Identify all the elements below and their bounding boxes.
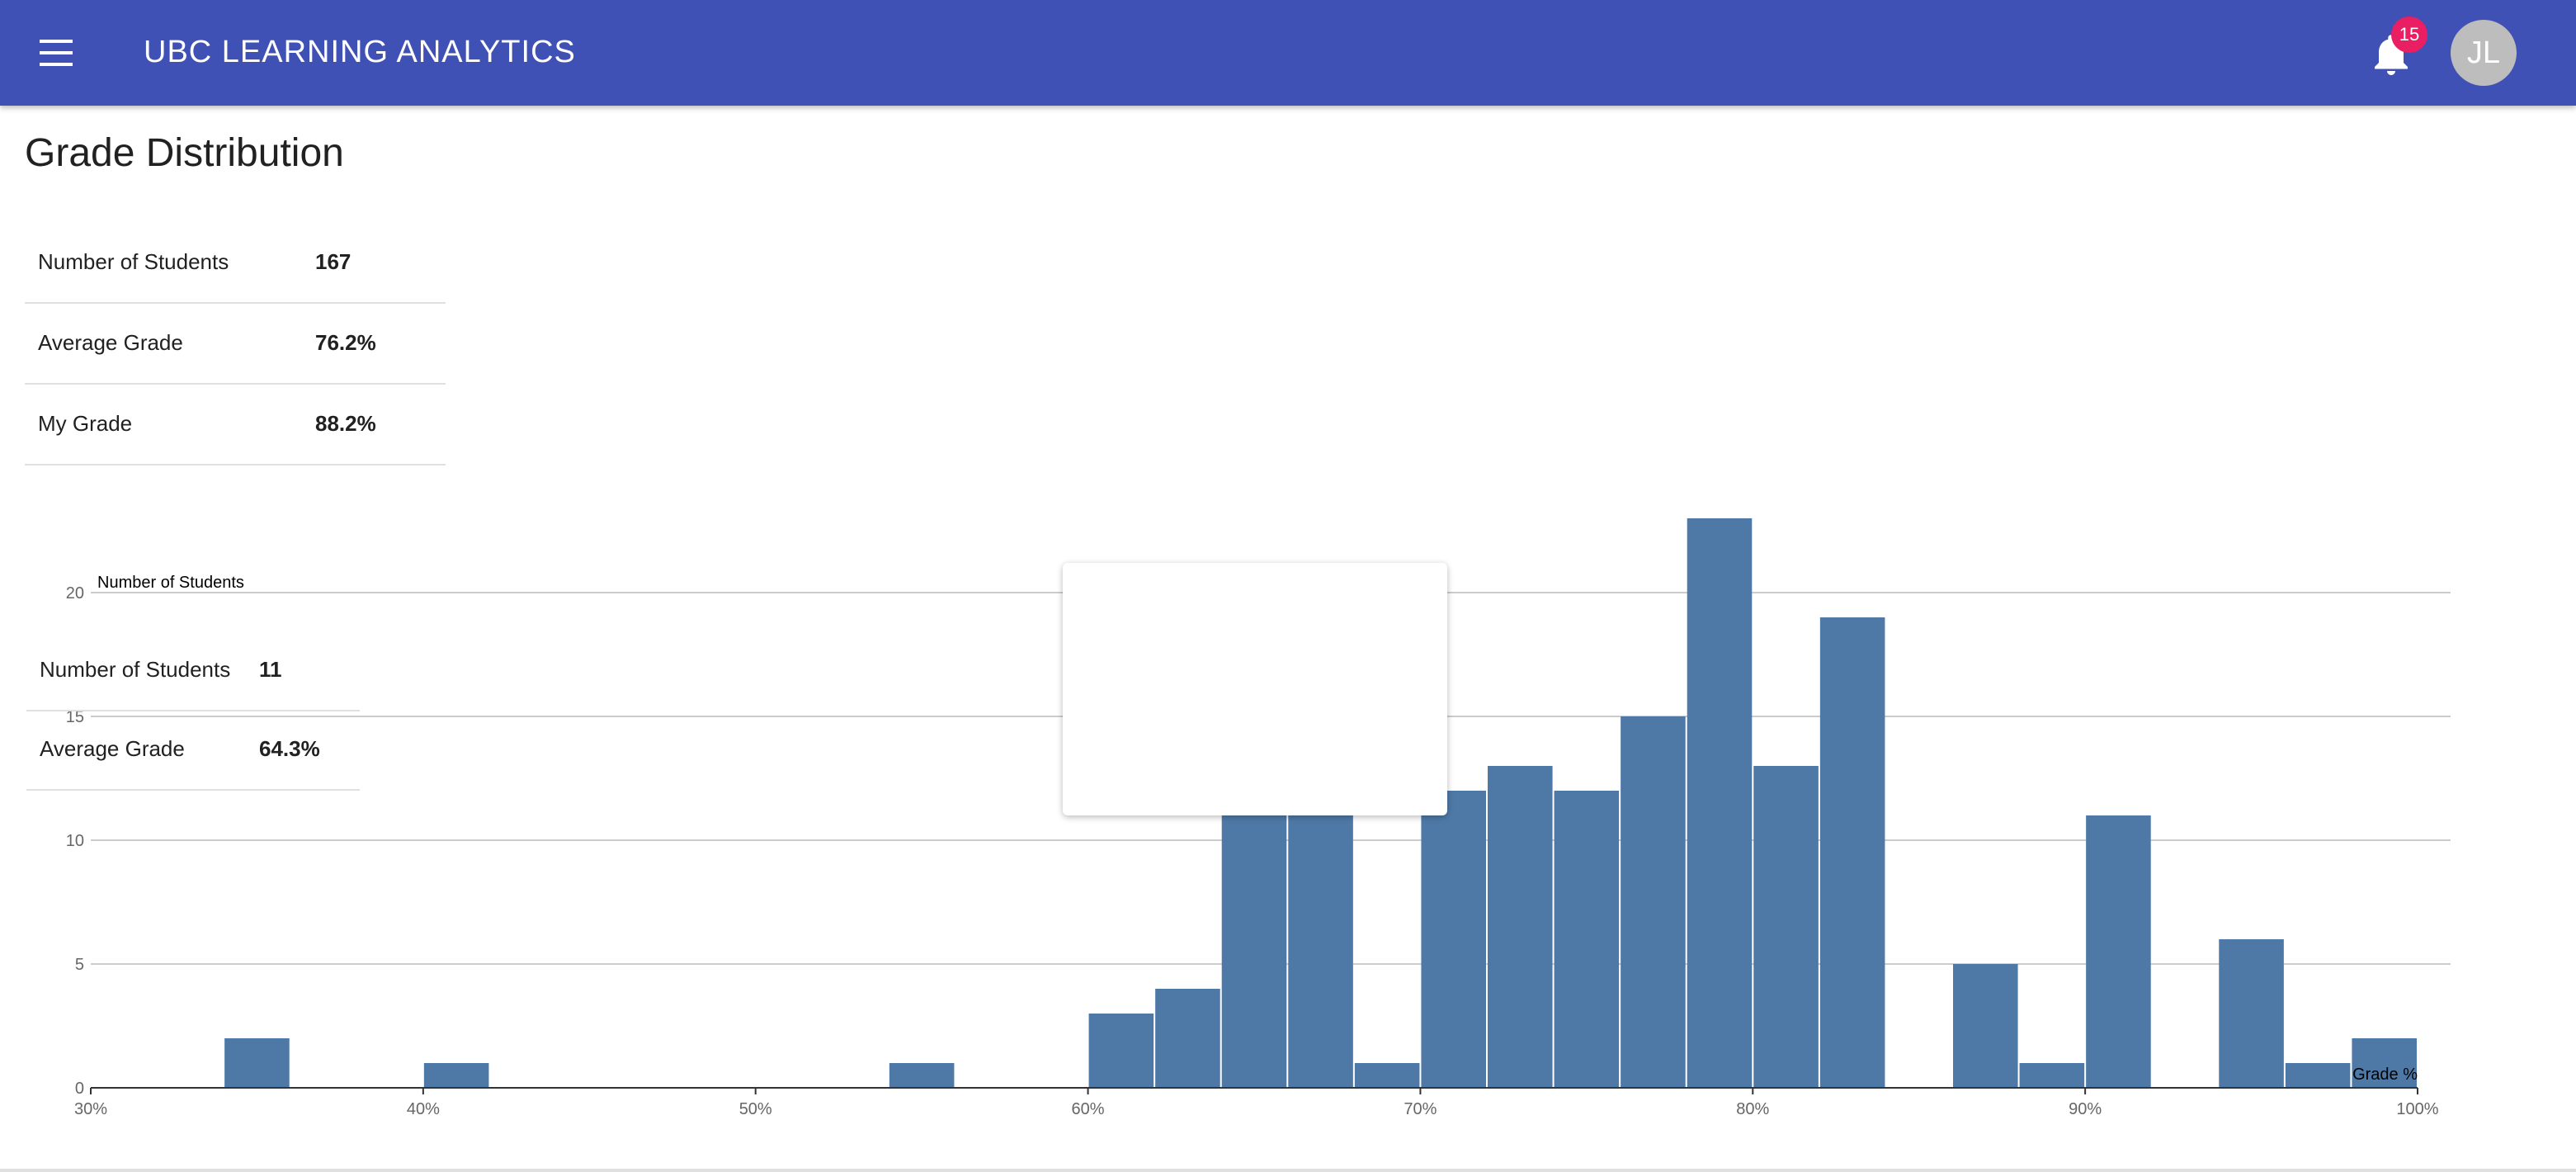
stat-label: Number of Students — [38, 249, 229, 274]
app-bar: UBC LEARNING ANALYTICS 15 JL — [0, 0, 2576, 106]
page-bottom-divider — [0, 1169, 2576, 1172]
y-axis-title: Number of Students — [97, 574, 244, 592]
histogram-bar — [2019, 1063, 2085, 1088]
tooltip-value: 11 — [259, 657, 282, 682]
histogram-bar — [2285, 1063, 2351, 1088]
notification-count-badge: 15 — [2391, 17, 2427, 53]
histogram-bar — [423, 1063, 489, 1088]
y-tick-label: 10 — [66, 832, 84, 850]
x-tick-label: 70% — [1404, 1100, 1437, 1118]
histogram-bar — [224, 1038, 290, 1088]
histogram-bar — [1155, 989, 1220, 1088]
x-tick-label: 80% — [1736, 1100, 1769, 1118]
stat-row-students: Number of Students 167 — [25, 223, 446, 304]
tooltip-row-average: Average Grade 64.3% — [26, 710, 360, 791]
stat-value: 167 — [315, 249, 351, 274]
histogram-bar — [889, 1063, 955, 1088]
grade-histogram-chart: 0 5 10 15 20 30% 40% 50% 60% 70% 80% 90% 100% Number … — [66, 518, 2451, 1118]
stat-row-my-grade: My Grade 88.2% — [25, 385, 446, 465]
tooltip-label: Average Grade — [40, 736, 185, 761]
y-tick-label: 0 — [75, 1080, 84, 1098]
histogram-bar — [1354, 1063, 1420, 1088]
histogram-bar — [2086, 815, 2151, 1088]
histogram-bar — [1819, 617, 1885, 1088]
x-tick-label: 40% — [407, 1100, 440, 1118]
x-axis-title: Grade % — [2352, 1066, 2418, 1084]
histogram-bar — [1621, 716, 1686, 1088]
histogram-bar — [1221, 815, 1287, 1088]
y-tick-label: 5 — [75, 956, 84, 974]
histogram-bar — [2352, 1038, 2417, 1088]
histogram-bar — [1953, 964, 2018, 1088]
page-title: Grade Distribution — [25, 131, 344, 175]
x-tick-label: 30% — [74, 1100, 107, 1118]
tooltip-label: Number of Students — [40, 657, 231, 682]
tooltip-value: 64.3% — [259, 736, 320, 761]
hamburger-menu-icon[interactable] — [40, 40, 76, 66]
tooltip-row-students: Number of Students 11 — [26, 631, 360, 711]
histogram-bar — [1753, 766, 1819, 1088]
stat-label: Average Grade — [38, 330, 183, 355]
histogram-bar — [1288, 815, 1353, 1088]
stat-label: My Grade — [38, 411, 133, 436]
stats-table: Number of Students 167 Average Grade 76.… — [25, 223, 446, 465]
stat-row-average: Average Grade 76.2% — [25, 304, 446, 385]
histogram-bar — [1421, 791, 1486, 1088]
x-tick-label: 100% — [2396, 1100, 2438, 1118]
bar-tooltip — [1063, 563, 1447, 815]
y-tick-label: 20 — [66, 584, 84, 603]
histogram-bar — [2219, 939, 2284, 1088]
stat-value: 76.2% — [315, 330, 376, 355]
user-avatar[interactable]: JL — [2451, 20, 2517, 86]
stat-value: 88.2% — [315, 411, 376, 436]
x-tick-label: 50% — [739, 1100, 772, 1118]
y-tick-label: 15 — [66, 708, 84, 726]
histogram-bar — [1554, 791, 1620, 1088]
x-tick-label: 90% — [2069, 1100, 2102, 1118]
histogram-bar — [1488, 766, 1553, 1088]
x-tick-label: 60% — [1072, 1100, 1105, 1118]
app-title: UBC LEARNING ANALYTICS — [144, 35, 576, 69]
histogram-bar — [1687, 518, 1753, 1088]
histogram-bar — [1088, 1014, 1154, 1088]
